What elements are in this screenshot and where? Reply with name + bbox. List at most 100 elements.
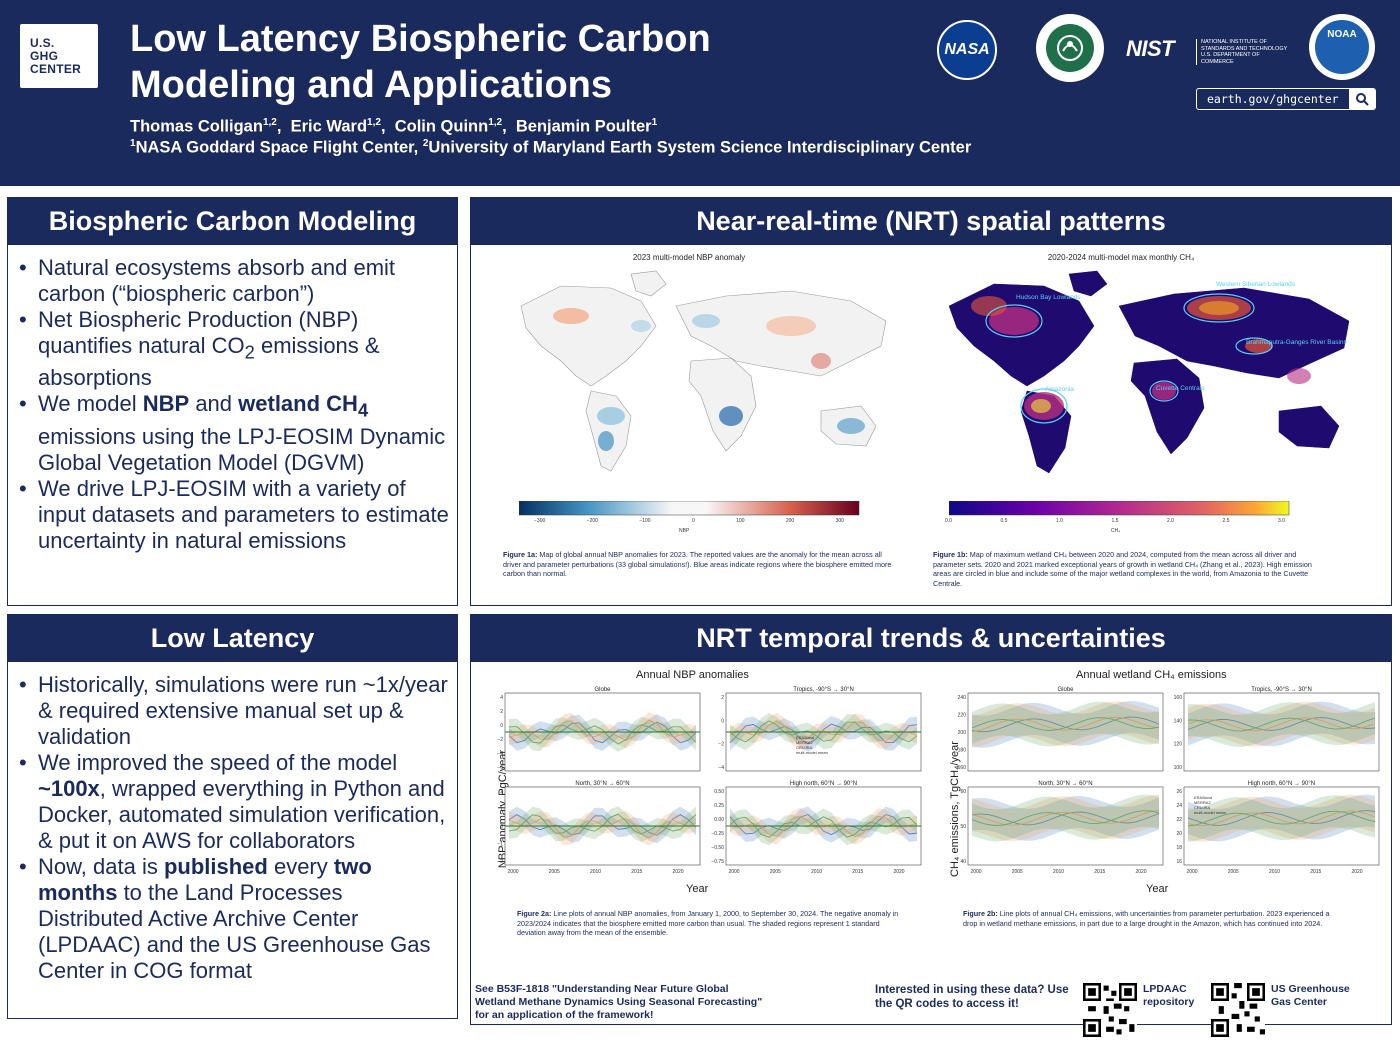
poster-title: Low Latency Biospheric Carbon Modeling a…: [130, 16, 850, 108]
ch4-subplot-globe: Globe 240 220 200 180 160: [958, 687, 1164, 772]
y-tick-label: −0.75: [711, 859, 724, 865]
x-tick-label: 2000: [728, 869, 739, 875]
y-tick-label: −2: [718, 742, 724, 748]
uncertainty-band: [972, 794, 1159, 842]
uncertainty-band: [730, 808, 917, 846]
subplot-title: Globe: [1057, 687, 1074, 693]
panel-low-latency: Low Latency Historically, simulations we…: [7, 614, 458, 1019]
author: Eric Ward: [290, 117, 368, 136]
series-line: [729, 720, 918, 743]
url-search-box[interactable]: earth.gov/ghgcenter: [1196, 88, 1376, 110]
subplot-title: High north, 60°N → 90°N: [790, 781, 857, 787]
tick-label: 0.5: [1000, 518, 1008, 524]
nbp-colorbar: [519, 501, 860, 516]
author-sup: 1,2: [262, 117, 277, 128]
y-tick-label: 0: [500, 723, 503, 729]
x-tick-label: 2005: [1012, 869, 1023, 875]
logo-line: U.S.: [30, 35, 55, 50]
tick-label: 2.0: [1167, 518, 1174, 524]
panel-biospheric-carbon-modeling: Biospheric Carbon Modeling Natural ecosy…: [7, 197, 458, 606]
bullet-text: emissions using the LPJ-EOSIM Dynamic Gl…: [38, 423, 446, 475]
epa-seal-logo[interactable]: [1036, 14, 1104, 82]
y-tick-label: 100: [1174, 765, 1183, 771]
caption-text: Map of maximum wetland CH₄ between 2020 …: [933, 550, 1312, 588]
legend-entry: multi-model mean: [1194, 810, 1226, 815]
uncertainty-band: [972, 794, 1159, 842]
qr-code-lpdaac-icon[interactable]: [1083, 983, 1137, 1037]
y-tick-label: −6: [497, 765, 503, 771]
y-tick-label: 4: [500, 695, 503, 701]
ch4-subplot-north: North, 30°N → 60°N 60 50 40 2000 2005 2010 2015…: [960, 781, 1164, 875]
affiliation-2: University of Maryland Earth System Scie…: [428, 138, 972, 157]
y-tick-label: 2: [500, 789, 503, 795]
nasa-logo[interactable]: NASA: [937, 20, 997, 80]
x-tick-label: 2000: [970, 869, 981, 875]
caption-num: Figure 2b:: [963, 909, 998, 918]
panel-nrt-temporal-trends: NRT temporal trends & uncertainties Annu…: [470, 614, 1392, 1037]
ch4-colorbar: [949, 501, 1290, 516]
bold-text: wetland CH: [238, 391, 358, 417]
subplot-title: Tropics, -90°S → 30°N: [1251, 687, 1312, 693]
y-tick-label: 140: [1174, 718, 1183, 724]
x-tick-label: 2015: [852, 869, 863, 875]
y-tick-label: 160: [1174, 695, 1183, 701]
series-line: [508, 724, 697, 745]
poster-header: U.S. GHG CENTER Low Latency Biospheric C…: [0, 0, 1400, 186]
series-line: [729, 720, 918, 743]
y-tick-label: −2: [497, 737, 503, 743]
footer-qr-prompt: Interested in using these data? Use the …: [875, 984, 1069, 1010]
tick-label: 3.0: [1278, 518, 1285, 524]
bullet-item: We model NBP and wetland CH4 emissions u…: [18, 391, 449, 475]
nbp-subplot-high: High north, 60°N → 90°N 0.50 0.25 0.00 −0.25…: [711, 781, 922, 875]
nist-subtitle: NATIONAL INSTITUTE OF STANDARDS AND TECH…: [1196, 39, 1291, 65]
caption-text: Line plots of annual NBP anomalies, from…: [517, 909, 899, 937]
y-tick-label: 2: [500, 709, 503, 715]
series-line: [971, 716, 1160, 733]
tick-label: 200: [785, 518, 795, 524]
legend-entry: ERA5land: [1194, 795, 1212, 800]
nasa-logo-text: NASA: [944, 41, 990, 58]
title-line-2: Modeling and Applications: [130, 64, 613, 106]
footer-reference[interactable]: See B53F-1818 "Understanding Near Future…: [475, 983, 763, 1021]
tick-label: 2.5: [1222, 518, 1230, 524]
series-line: [729, 723, 918, 745]
tick-label: 1.0: [1056, 518, 1063, 524]
uncertainty-band: [509, 716, 696, 752]
noaa-logo[interactable]: NOAA: [1309, 14, 1375, 80]
qr-code-ghg-center-icon[interactable]: [1211, 983, 1265, 1037]
us-ghg-center-logo[interactable]: U.S. GHG CENTER: [20, 24, 98, 88]
y-tick-label: 0.50: [714, 789, 724, 795]
caption-num: Figure 1a:: [503, 550, 538, 559]
uncertainty-band: [509, 806, 696, 844]
bullet-text: We model: [38, 391, 143, 417]
uncertainty-band: [1188, 795, 1375, 842]
tick-label: −100: [639, 518, 651, 524]
region-label: Cuvette Centrale: [1156, 385, 1205, 392]
bullet-item: Natural ecosystems absorb and emit carbo…: [18, 255, 449, 307]
legend-entry: CRUJRA: [796, 745, 813, 750]
y-tick-label: 0: [721, 718, 724, 724]
map1-title: 2023 multi-model NBP anomaly: [632, 253, 746, 262]
logo-line: GHG: [30, 48, 59, 63]
subplot-title: North, 30°N → 60°N: [1038, 781, 1092, 787]
tick-label: 100: [736, 518, 745, 524]
uncertainty-band: [972, 701, 1159, 747]
author: Colin Quinn: [394, 117, 489, 136]
tick-label: 0: [691, 518, 695, 524]
series-line: [508, 818, 697, 839]
bullet-text: Net Biospheric Production (NBP) quantifi…: [38, 307, 359, 358]
y-tick-label: 0.00: [714, 817, 724, 823]
nbp-subplot-north: North, 30°N → 60°N 2 1 0 −1 −2 2000 2005 2010 201…: [497, 781, 701, 875]
x-tick-label: 2005: [549, 869, 560, 875]
bullet-list: Historically, simulations were run ~1x/y…: [8, 662, 457, 984]
search-icon[interactable]: [1349, 89, 1375, 109]
panel-heading: Near-real-time (NRT) spatial patterns: [471, 198, 1391, 245]
uncertainty-band: [509, 810, 696, 846]
uncertainty-band: [730, 712, 917, 750]
nist-logo[interactable]: NIST: [1126, 36, 1175, 61]
x-tick-label: 2005: [1228, 869, 1239, 875]
y-tick-label: −4: [497, 751, 503, 757]
y-tick-label: −0.50: [711, 845, 724, 851]
ch4-max-map: [948, 270, 1350, 474]
qr2-label: US Greenhouse Gas Center: [1271, 983, 1350, 1008]
